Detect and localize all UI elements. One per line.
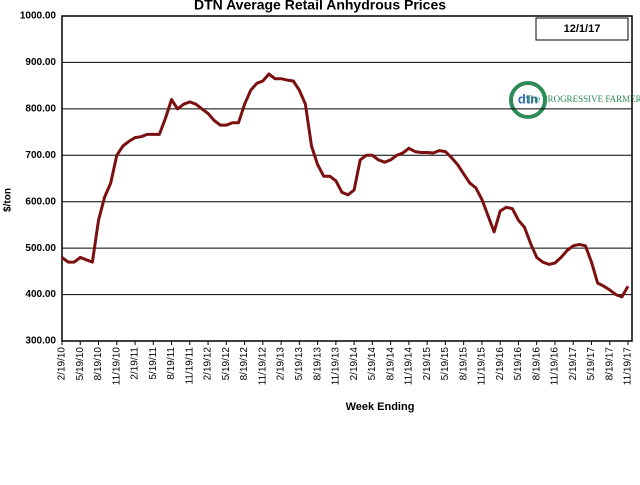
x-tick-label: 2/19/14	[349, 347, 360, 381]
x-tick-label: 5/19/10	[75, 347, 86, 381]
y-tick-label: 900.00	[25, 57, 56, 68]
y-tick-label: 700.00	[25, 150, 56, 161]
x-tick-label: 8/19/11	[166, 347, 177, 380]
x-tick-label: 8/19/10	[93, 347, 104, 381]
date-label: 12/1/17	[564, 23, 601, 35]
x-tick-label: 2/19/13	[276, 347, 287, 381]
y-tick-label: 500.00	[25, 243, 56, 254]
x-tick-label: 2/19/10	[57, 347, 68, 381]
x-tick-label: 8/19/16	[531, 347, 542, 381]
x-axis-label: Week Ending	[346, 401, 415, 413]
x-tick-label: 11/19/15	[477, 347, 488, 386]
x-tick-label: 11/19/13	[331, 347, 342, 386]
x-tick-label: 8/19/15	[458, 347, 469, 381]
x-tick-label: 2/19/17	[568, 347, 579, 381]
x-tick-label: 5/19/13	[294, 347, 305, 381]
x-tick-label: 11/19/11	[184, 347, 195, 385]
y-axis-label: $/ton	[3, 188, 14, 212]
x-tick-label: 5/19/12	[221, 347, 232, 381]
x-tick-label: 11/19/17	[623, 347, 634, 386]
x-tick-label: 2/19/16	[495, 347, 506, 381]
x-tick-label: 11/19/10	[111, 347, 122, 386]
logo-text: The PROGRESSIVE FARMER	[526, 94, 640, 104]
plot-frame	[61, 15, 633, 342]
x-tick-label: 8/19/14	[385, 347, 396, 381]
y-tick-label: 800.00	[25, 103, 56, 114]
x-tick-label: 11/19/14	[404, 347, 415, 386]
x-tick-label: 5/19/14	[367, 347, 378, 381]
x-tick-label: 2/19/15	[422, 347, 433, 381]
date-box	[535, 17, 629, 41]
x-tick-label: 11/19/12	[257, 347, 268, 386]
x-tick-label: 5/19/16	[513, 347, 524, 381]
price-line	[61, 72, 630, 299]
chart-title: DTN Average Retail Anhydrous Prices	[194, 0, 446, 13]
x-tick-label: 5/19/17	[586, 347, 597, 381]
y-tick-label: 300.00	[25, 336, 56, 347]
x-tick-label: 2/19/12	[203, 347, 214, 381]
y-tick-label: 400.00	[25, 289, 56, 300]
x-tick-label: 5/19/11	[148, 347, 159, 380]
y-tick-label: 1000.00	[20, 11, 57, 22]
x-tick-label: 8/19/12	[239, 347, 250, 381]
x-tick-label: 2/19/11	[130, 347, 141, 380]
x-tick-label: 8/19/17	[604, 347, 615, 381]
y-tick-label: 600.00	[25, 196, 56, 207]
logo-mark: dtn	[518, 91, 538, 106]
x-tick-label: 5/19/15	[440, 347, 451, 381]
x-tick-label: 11/19/16	[550, 347, 561, 386]
x-tick-label: 8/19/13	[312, 347, 323, 381]
